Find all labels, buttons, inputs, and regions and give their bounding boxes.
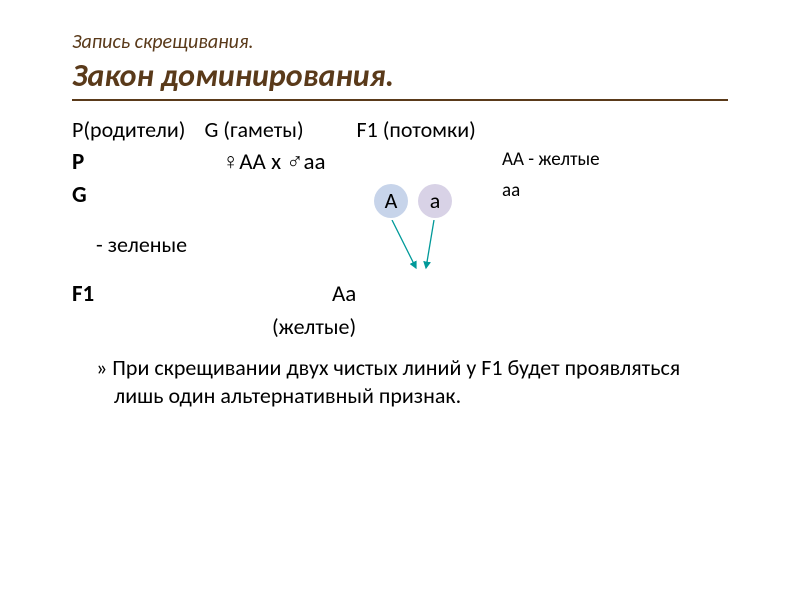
content: Р(родители) G (гаметы) F1 (потомки) Р ♀А… — [72, 115, 728, 410]
aa-green: аа — [502, 178, 520, 204]
aa-yellow: АА - желтые — [502, 147, 600, 173]
legend-line: Р(родители) G (гаметы) F1 (потомки) — [72, 115, 728, 145]
f1-value: Аа — [222, 279, 356, 310]
f1-sub: (желтые) — [72, 312, 728, 342]
body-text: » При скрещивании двух чистых линий у F1… — [72, 354, 728, 410]
row-parents: Р ♀АА х ♂аа АА - желтые — [72, 147, 728, 178]
legend-p: Р(родители) — [72, 116, 185, 143]
legend-g: G (гаметы) — [204, 116, 303, 143]
gamete-circle-a: а — [418, 184, 452, 218]
row-f1: F1 Аа — [72, 279, 728, 310]
label-f1: F1 — [72, 279, 222, 310]
gamete-circle-A: А — [374, 184, 408, 218]
aa-green-bottom: - зеленые — [96, 230, 728, 260]
gamete-circles: А а — [222, 180, 502, 230]
slide-title: Закон доминирования. — [72, 56, 728, 101]
legend-f1: F1 (потомки) — [357, 116, 476, 143]
slide-subtitle: Запись скрещивания. — [72, 30, 728, 54]
label-p: Р — [72, 147, 222, 178]
aa-green-top: аа — [502, 178, 520, 204]
cross-expression: ♀АА х ♂аа — [222, 147, 502, 178]
label-g: G — [72, 180, 222, 211]
title-block: Запись скрещивания. Закон доминирования. — [72, 30, 728, 101]
slide: Запись скрещивания. Закон доминирования.… — [0, 0, 800, 600]
row-gametes: G А а аа — [72, 180, 728, 230]
